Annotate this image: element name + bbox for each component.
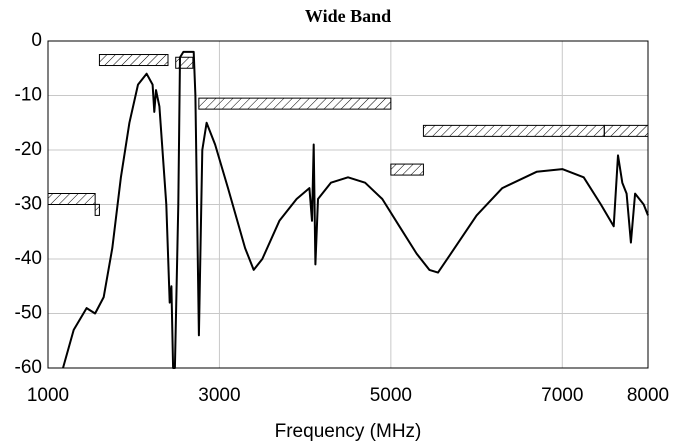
y-tick-label: -10 [15, 85, 42, 106]
x-tick-label: 3000 [198, 385, 240, 406]
y-tick-label: -60 [15, 357, 42, 378]
y-tick-label: -20 [15, 139, 42, 160]
x-tick-label: 8000 [627, 385, 669, 406]
spec-mask [603, 124, 649, 137]
spec-mask [94, 203, 100, 216]
spec-mask [98, 54, 169, 67]
x-axis-label: Frequency (MHz) [275, 421, 422, 442]
spec-mask [175, 56, 194, 69]
x-tick-label: 1000 [27, 385, 69, 406]
y-tick-label: -50 [15, 303, 42, 324]
spec-mask [422, 124, 605, 137]
chart-title: Wide Band [305, 6, 391, 26]
response-line [62, 50, 649, 369]
x-tick-label: 7000 [541, 385, 583, 406]
x-tick-label: 5000 [370, 385, 412, 406]
y-tick-label: -40 [15, 248, 42, 269]
y-tick-label: 0 [31, 30, 42, 51]
spec-mask [390, 163, 424, 176]
y-tick-label: -30 [15, 194, 42, 215]
spec-mask [47, 193, 96, 205]
spec-mask [198, 97, 392, 110]
